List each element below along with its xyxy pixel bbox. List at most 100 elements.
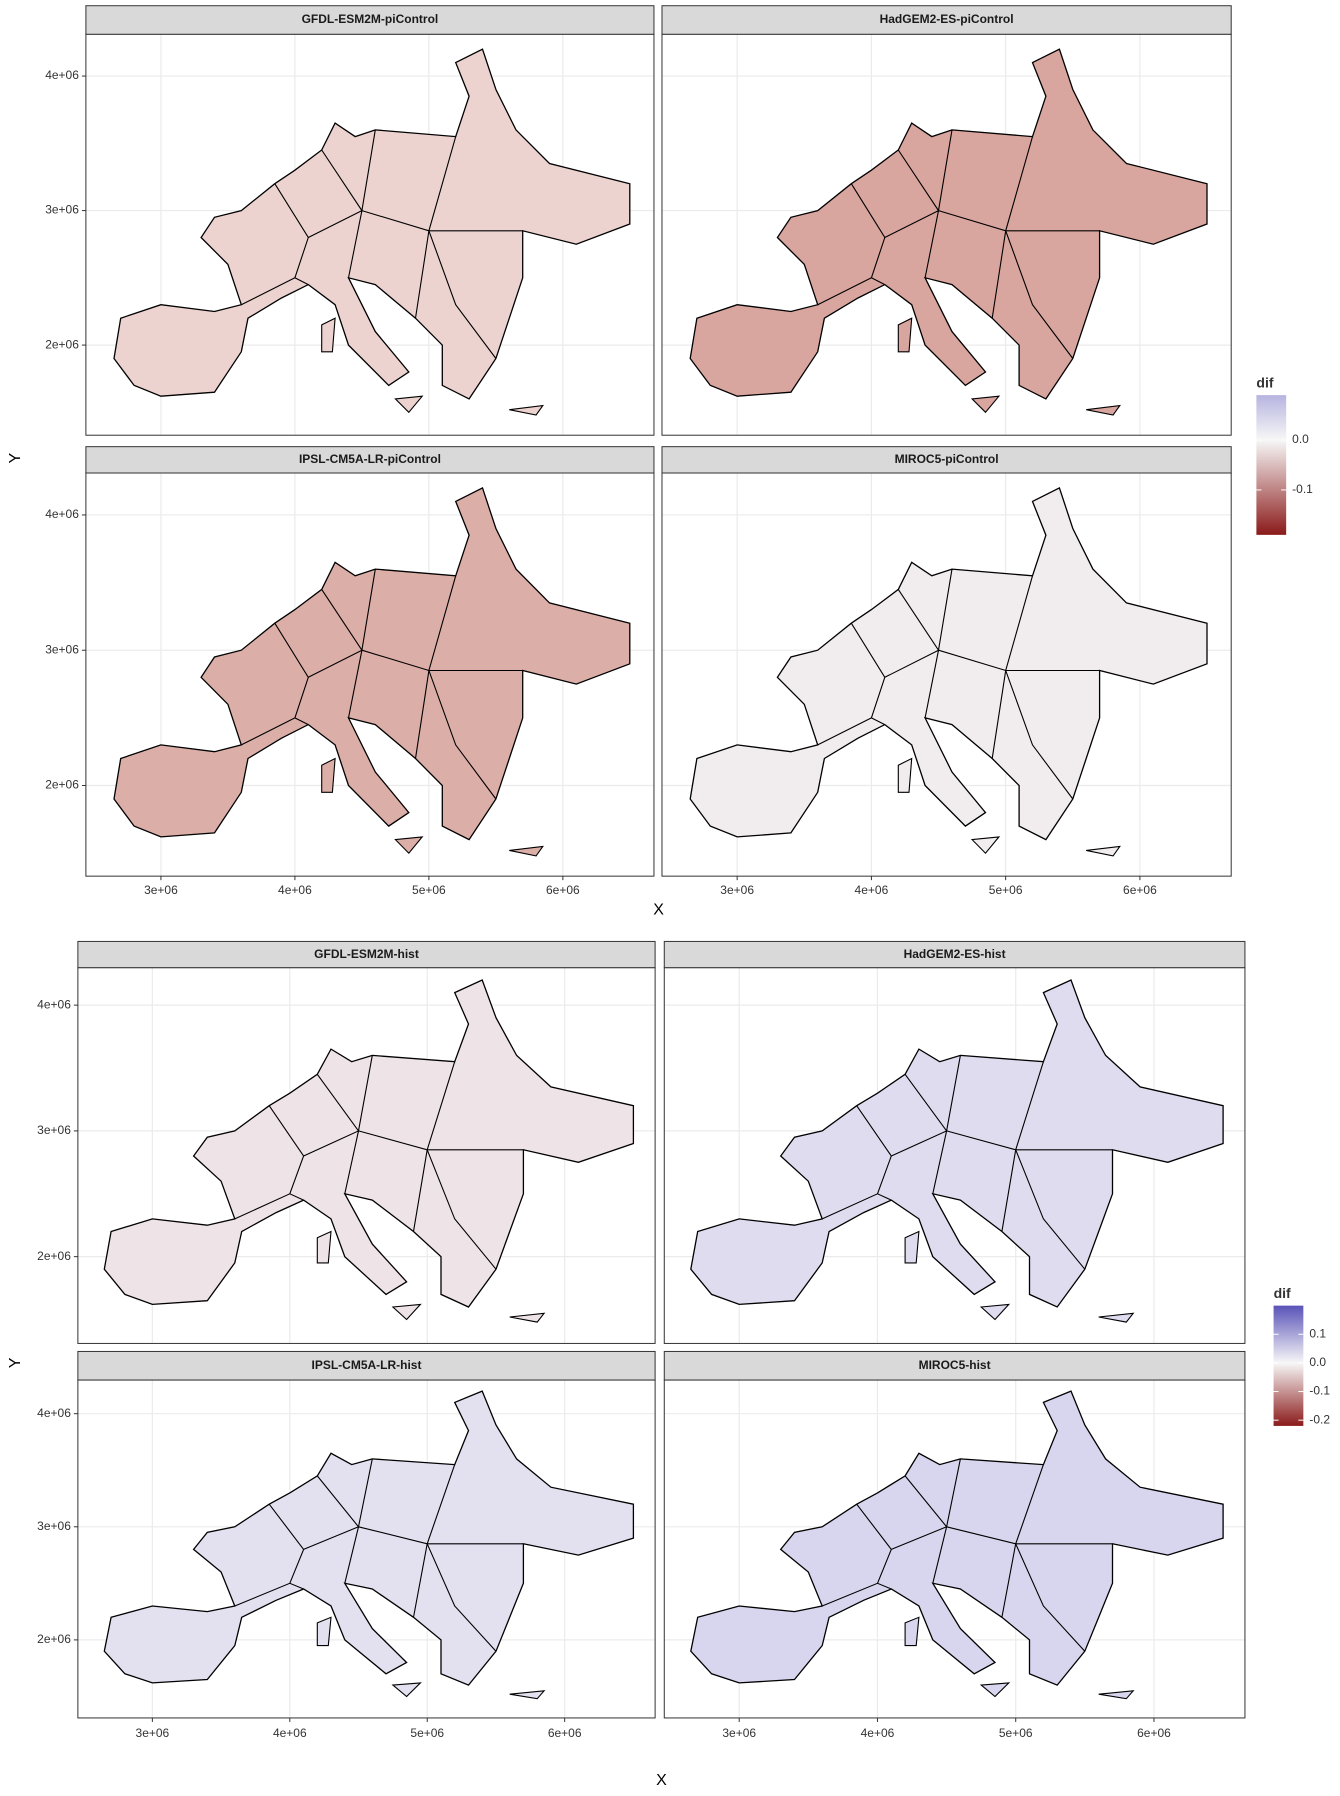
border <box>308 209 363 278</box>
land <box>113 48 631 400</box>
island <box>321 757 336 793</box>
x-tick-label: 4e+06 <box>278 883 312 897</box>
land <box>103 1390 635 1686</box>
y-axis-label: Y <box>7 452 24 463</box>
legend-title: dif <box>1256 374 1273 390</box>
island <box>509 404 544 416</box>
y-tick-label: 3e+06 <box>37 1123 71 1137</box>
panel-title: HadGEM2-ES-piControl <box>880 12 1014 26</box>
legend-label: -0.2 <box>1309 1412 1330 1426</box>
y-tick-label: 3e+06 <box>45 642 79 656</box>
y-tick-label: 4e+06 <box>37 997 71 1011</box>
island <box>509 845 544 857</box>
panel-border <box>661 33 1232 436</box>
island <box>391 1303 422 1321</box>
x-tick-label: 3e+06 <box>136 1726 170 1740</box>
y-tick-label: 3e+06 <box>45 203 79 217</box>
border <box>1005 230 1074 359</box>
panel-border <box>85 33 655 436</box>
x-tick-label: 5e+06 <box>989 883 1023 897</box>
island <box>509 1312 546 1323</box>
border <box>303 1525 360 1584</box>
island <box>979 1303 1011 1321</box>
y-tick-label: 2e+06 <box>45 337 79 351</box>
border <box>428 230 497 359</box>
land <box>113 486 631 841</box>
panel-title: MIROC5-piControl <box>895 452 999 466</box>
x-tick-label: 4e+06 <box>861 1726 895 1740</box>
panel-title: MIROC5-hist <box>919 1358 991 1372</box>
x-axis-label: X <box>653 902 664 919</box>
border <box>884 209 940 278</box>
island <box>897 317 913 353</box>
land <box>103 979 635 1308</box>
y-tick-label: 4e+06 <box>37 1406 71 1420</box>
x-tick-label: 6e+06 <box>1123 883 1157 897</box>
island <box>979 1682 1011 1698</box>
border <box>1015 1149 1086 1270</box>
legend-label: 0.1 <box>1309 1326 1326 1340</box>
x-tick-label: 3e+06 <box>722 1726 756 1740</box>
x-tick-label: 3e+06 <box>144 883 178 897</box>
island <box>394 395 424 414</box>
island <box>1098 1690 1135 1700</box>
island <box>316 1230 332 1264</box>
island <box>316 1616 332 1647</box>
strip <box>661 446 1232 474</box>
island <box>391 1682 422 1698</box>
island <box>1086 845 1121 857</box>
x-tick-label: 6e+06 <box>546 883 580 897</box>
panel-title: GFDL-ESM2M-piControl <box>302 12 439 26</box>
panel-border <box>661 472 1232 877</box>
border <box>1015 1543 1086 1652</box>
x-tick-label: 4e+06 <box>855 883 889 897</box>
y-axis-label: Y <box>7 1357 24 1368</box>
strip <box>85 446 655 474</box>
panel-border <box>77 1379 656 1719</box>
island <box>970 836 1001 855</box>
panel-border <box>663 1379 1246 1719</box>
x-tick-label: 5e+06 <box>412 883 446 897</box>
island <box>904 1616 920 1647</box>
border <box>426 1149 497 1270</box>
island <box>1098 1312 1135 1323</box>
strip <box>77 1350 656 1381</box>
border <box>884 649 940 719</box>
legend-label: -0.1 <box>1309 1384 1330 1398</box>
island <box>897 757 913 793</box>
legend-label: 0.0 <box>1309 1355 1326 1369</box>
panel-border <box>663 967 1246 1344</box>
panel-title: HadGEM2-ES-hist <box>904 947 1006 961</box>
y-tick-label: 4e+06 <box>45 68 79 82</box>
island <box>904 1230 920 1264</box>
y-tick-label: 2e+06 <box>37 1632 71 1646</box>
strip <box>85 5 655 35</box>
y-tick-label: 3e+06 <box>37 1519 71 1533</box>
panel-border <box>77 967 656 1344</box>
legend-label: 0.0 <box>1292 432 1309 446</box>
panel-title: GFDL-ESM2M-hist <box>314 947 419 961</box>
border <box>1005 670 1074 800</box>
island <box>509 1690 546 1700</box>
island <box>394 836 424 855</box>
strip <box>77 940 656 969</box>
x-tick-label: 5e+06 <box>410 1726 444 1740</box>
y-tick-label: 2e+06 <box>37 1249 71 1263</box>
x-tick-label: 3e+06 <box>720 883 754 897</box>
x-tick-label: 6e+06 <box>1137 1726 1171 1740</box>
island <box>321 317 336 353</box>
land <box>690 1390 1224 1686</box>
x-tick-label: 6e+06 <box>548 1726 582 1740</box>
border <box>426 1543 497 1652</box>
island <box>970 395 1001 414</box>
x-tick-label: 4e+06 <box>273 1726 307 1740</box>
strip <box>663 940 1246 969</box>
legend-label: -0.1 <box>1292 482 1313 496</box>
land <box>689 48 1208 400</box>
border <box>891 1525 948 1584</box>
border <box>308 649 363 719</box>
border <box>428 670 497 800</box>
legend-title: dif <box>1274 1285 1291 1301</box>
